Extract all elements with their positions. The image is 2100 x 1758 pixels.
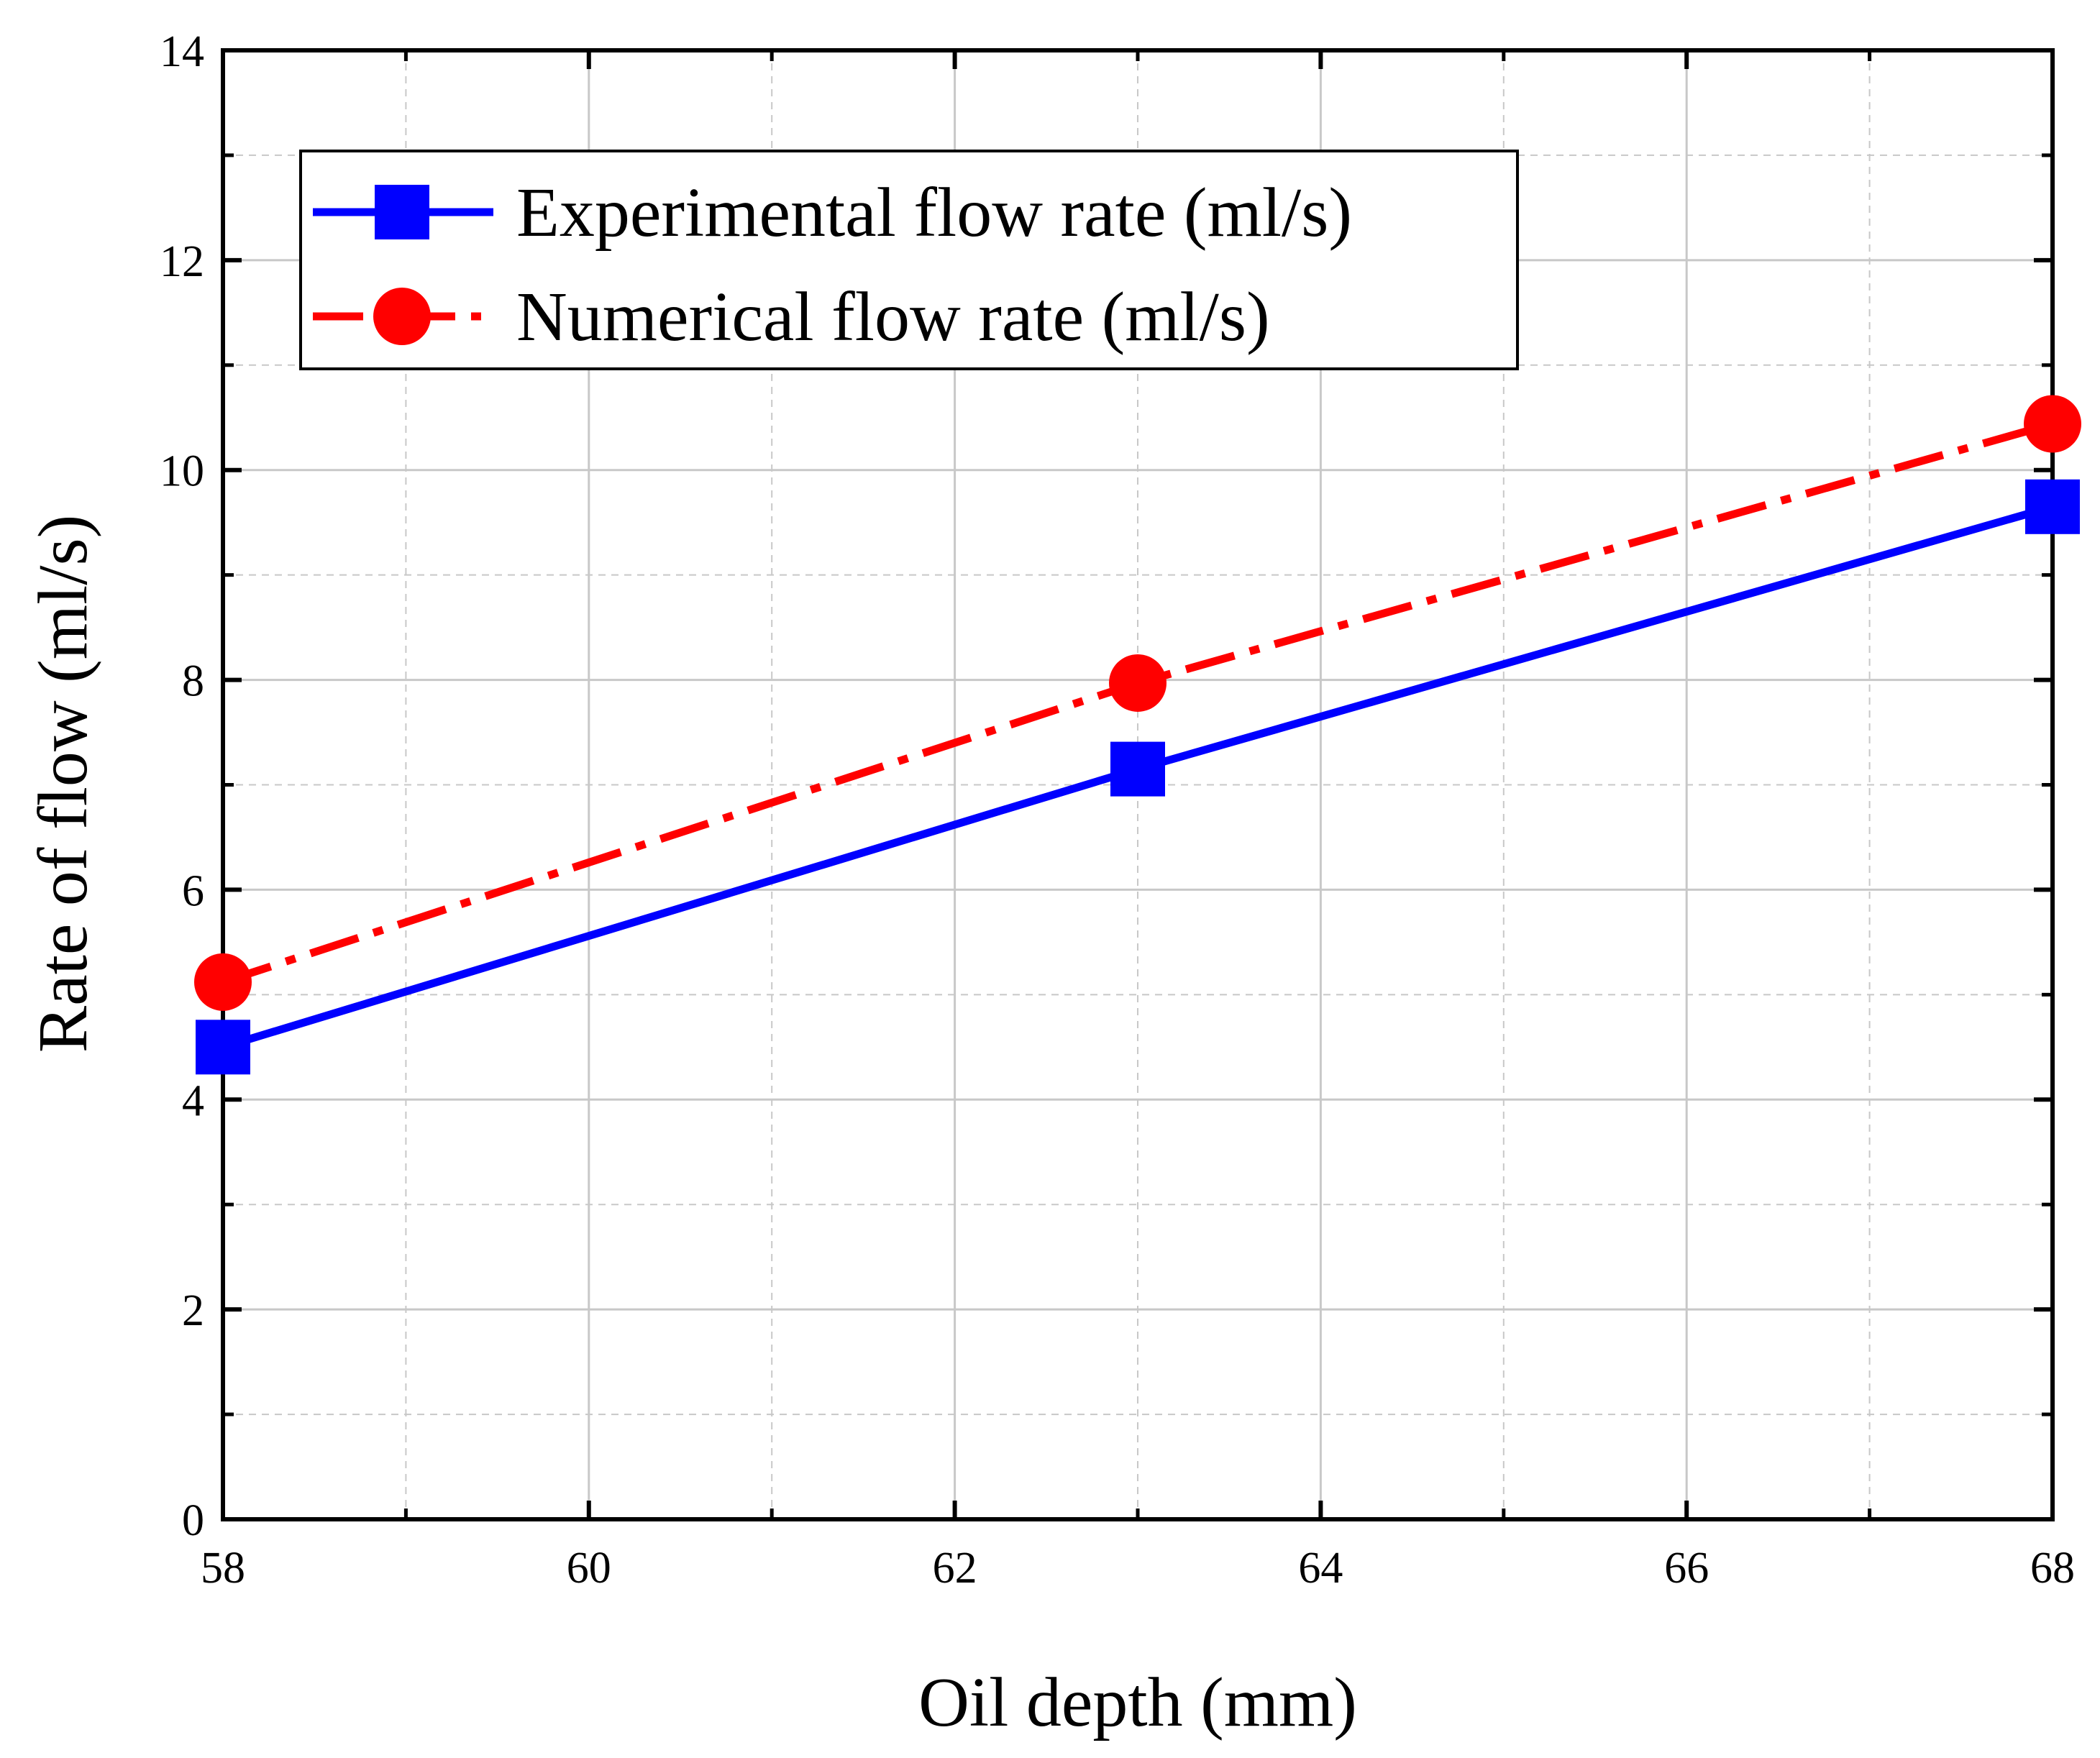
- series-1-point: [1109, 654, 1167, 712]
- x-axis-title: Oil depth (mm): [918, 1664, 1357, 1741]
- x-tick-label: 64: [1298, 1544, 1343, 1593]
- x-tick-label: 62: [933, 1544, 977, 1593]
- y-tick-label: 14: [160, 27, 204, 76]
- y-tick-label: 4: [182, 1076, 204, 1125]
- y-tick-label: 10: [160, 447, 204, 496]
- legend-label-experimental: Experimental flow rate (ml/s): [516, 174, 1352, 252]
- y-tick-label: 0: [182, 1496, 204, 1545]
- legend-box: [299, 150, 1519, 370]
- x-tick-label: 60: [567, 1544, 611, 1593]
- series-0-point: [196, 1020, 250, 1075]
- series-0-point: [1110, 741, 1165, 797]
- x-tick-label: 66: [1664, 1544, 1709, 1593]
- y-tick-label: 8: [182, 657, 204, 706]
- y-tick-label: 6: [182, 866, 204, 915]
- series-0-point: [2025, 479, 2080, 534]
- x-tick-label: 58: [201, 1544, 245, 1593]
- series-layer: [194, 395, 2081, 1075]
- legend-marker-numerical: [373, 288, 431, 345]
- y-tick-label: 2: [182, 1286, 204, 1335]
- legend: Experimental flow rate (ml/s) Numerical …: [299, 150, 1519, 370]
- legend-marker-experimental: [375, 185, 429, 239]
- y-tick-label: 12: [160, 237, 204, 286]
- legend-label-numerical: Numerical flow rate (ml/s): [516, 278, 1270, 356]
- series-1-point: [194, 953, 252, 1011]
- x-tick-label: 68: [2030, 1544, 2075, 1593]
- series-1-point: [2024, 395, 2081, 453]
- y-axis-title: Rate of flow (ml/s): [24, 515, 102, 1053]
